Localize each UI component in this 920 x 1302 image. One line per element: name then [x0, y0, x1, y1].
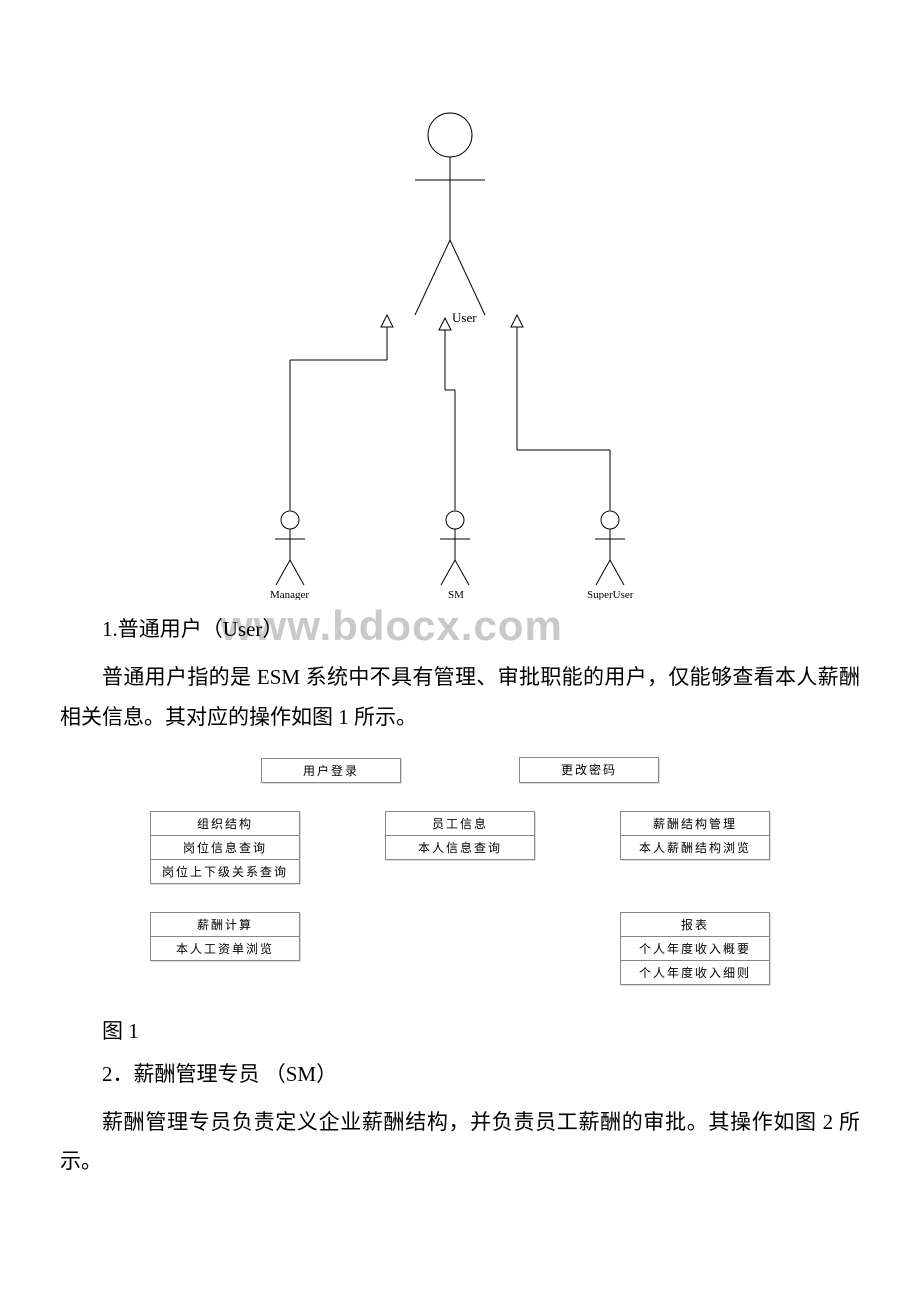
op-box: 薪酬结构管理 [620, 811, 770, 836]
actor-user-parent: User [415, 113, 485, 325]
op-box: 岗位上下级关系查询 [150, 859, 300, 884]
generalization-arrow-middle [439, 318, 455, 510]
actor-sm-label: SM [448, 589, 464, 600]
figure1-row-3: 薪酬计算 本人工资单浏览 报表 个人年度收入概要 个人年度收入细则 [150, 912, 770, 985]
figure1-row-top: 用户登录 更改密码 [150, 758, 770, 783]
op-group: 薪酬结构管理 本人薪酬结构浏览 [620, 811, 770, 884]
section2-heading: 2．薪酬管理专员 （SM） [60, 1055, 860, 1095]
op-box: 用户登录 [261, 758, 401, 783]
op-box: 岗位信息查询 [150, 835, 300, 860]
op-group: 组织结构 岗位信息查询 岗位上下级关系查询 [150, 811, 300, 884]
op-box: 本人工资单浏览 [150, 936, 300, 961]
op-box: 薪酬计算 [150, 912, 300, 937]
section1-heading: 1.普通用户（User） [60, 610, 860, 650]
op-group: 员工信息 本人信息查询 [385, 811, 535, 884]
op-group: 薪酬计算 本人工资单浏览 [150, 912, 300, 985]
op-box: 报表 [620, 912, 770, 937]
uml-actor-diagram: User [160, 90, 760, 600]
op-box: 个人年度收入细则 [620, 960, 770, 985]
op-box: 员工信息 [385, 811, 535, 836]
op-box: 更改密码 [519, 757, 659, 783]
section1-paragraph: 普通用户指的是 ESM 系统中不具有管理、审批职能的用户，仅能够查看本人薪酬相关… [60, 658, 860, 738]
op-box: 本人信息查询 [385, 835, 535, 860]
figure1-caption: 图 1 [60, 1015, 860, 1045]
actor-superuser: SuperUser [587, 511, 634, 600]
generalization-arrow-right [511, 315, 610, 510]
uml-svg: User [160, 90, 760, 600]
actor-sm: SM [440, 511, 470, 600]
actor-superuser-label: SuperUser [587, 589, 634, 600]
figure1-row-2: 组织结构 岗位信息查询 岗位上下级关系查询 员工信息 本人信息查询 薪酬结构管理… [150, 811, 770, 884]
figure1-operations: 用户登录 更改密码 组织结构 岗位信息查询 岗位上下级关系查询 员工信息 本人信… [150, 758, 770, 985]
section2-paragraph: 薪酬管理专员负责定义企业薪酬结构，并负责员工薪酬的审批。其操作如图 2 所示。 [60, 1103, 860, 1183]
actor-manager: Manager [270, 511, 309, 600]
actor-user-label: User [452, 310, 477, 325]
generalization-arrow-left [290, 315, 393, 510]
op-box: 组织结构 [150, 811, 300, 836]
actor-manager-label: Manager [270, 589, 309, 600]
op-box: 本人薪酬结构浏览 [620, 835, 770, 860]
op-group: 报表 个人年度收入概要 个人年度收入细则 [620, 912, 770, 985]
op-box: 个人年度收入概要 [620, 936, 770, 961]
